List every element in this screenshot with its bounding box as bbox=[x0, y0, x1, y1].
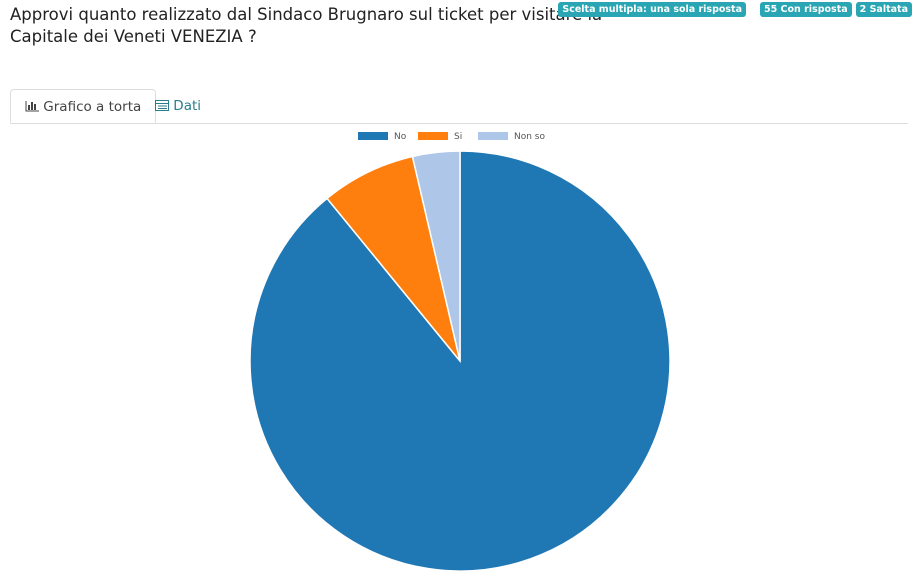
tab[interactable]: Grafico a torta bbox=[10, 89, 157, 123]
badge: 2 Saltata bbox=[855, 2, 912, 17]
legend-label: No bbox=[394, 132, 407, 142]
legend-label: Non so bbox=[514, 132, 545, 142]
table-icon bbox=[155, 100, 169, 111]
bar-icon bbox=[25, 101, 39, 112]
legend-swatch bbox=[478, 132, 508, 140]
question-title: Approvi quanto realizzato dal Sindaco Br… bbox=[10, 4, 602, 48]
tab[interactable]: Dati bbox=[141, 89, 215, 123]
legend-label: Si bbox=[454, 132, 462, 142]
legend-swatch bbox=[418, 132, 448, 140]
tabs: Grafico a torta Dati bbox=[10, 89, 908, 124]
title-line: Approvi quanto realizzato dal Sindaco Br… bbox=[10, 5, 603, 24]
chart: No Si Non so bbox=[249, 132, 671, 572]
tab-label: Dati bbox=[173, 98, 202, 114]
badges: Scelta multipla: una sola risposta 55 Co… bbox=[558, 2, 912, 17]
badge: Scelta multipla: una sola risposta bbox=[558, 2, 747, 17]
legend-swatch bbox=[358, 132, 388, 140]
title-line: Capitale dei Veneti VENEZIA ? bbox=[10, 27, 257, 46]
pie-slice bbox=[411, 150, 461, 362]
badge: 55 Con risposta bbox=[760, 2, 852, 17]
tab-label: Grafico a torta bbox=[43, 99, 142, 115]
